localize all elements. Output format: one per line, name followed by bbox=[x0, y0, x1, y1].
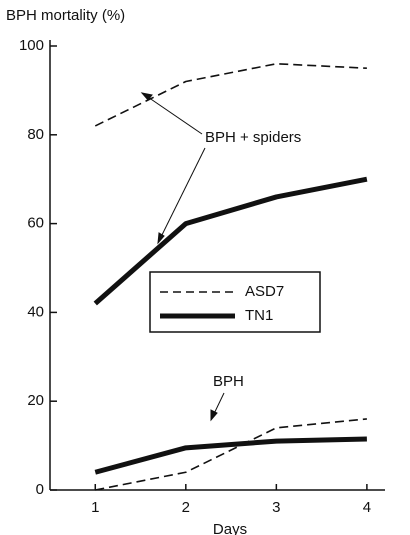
y-tick-label: 20 bbox=[27, 392, 44, 409]
arrow bbox=[157, 147, 206, 244]
x-tick-label: 2 bbox=[182, 499, 190, 516]
series-line bbox=[94, 62, 367, 127]
y-tick-label: 60 bbox=[27, 215, 44, 232]
arrowhead bbox=[210, 409, 218, 422]
series-line bbox=[95, 418, 367, 491]
y-axis-label: BPH mortality (%) bbox=[6, 7, 125, 24]
annotation: BPH bbox=[213, 373, 244, 390]
x-axis-label: Days bbox=[213, 521, 247, 535]
y-tick-label: 80 bbox=[27, 126, 44, 143]
series-line bbox=[93, 176, 368, 306]
arrowhead bbox=[140, 92, 153, 101]
x-tick-label: 3 bbox=[272, 499, 280, 516]
annotation-arrows bbox=[140, 92, 225, 422]
series-line bbox=[94, 436, 367, 475]
annotation: BPH + spiders bbox=[205, 129, 301, 146]
y-tick-label: 40 bbox=[27, 303, 44, 320]
y-tick-label: 0 bbox=[36, 481, 44, 498]
arrow bbox=[141, 92, 203, 135]
legend-box bbox=[149, 271, 321, 333]
x-tick-label: 4 bbox=[363, 499, 371, 516]
x-tick-label: 1 bbox=[91, 499, 99, 516]
legend-label: TN1 bbox=[245, 307, 273, 324]
legend-label: ASD7 bbox=[245, 283, 284, 300]
arrowhead bbox=[157, 232, 165, 245]
y-tick-label: 100 bbox=[19, 37, 44, 54]
